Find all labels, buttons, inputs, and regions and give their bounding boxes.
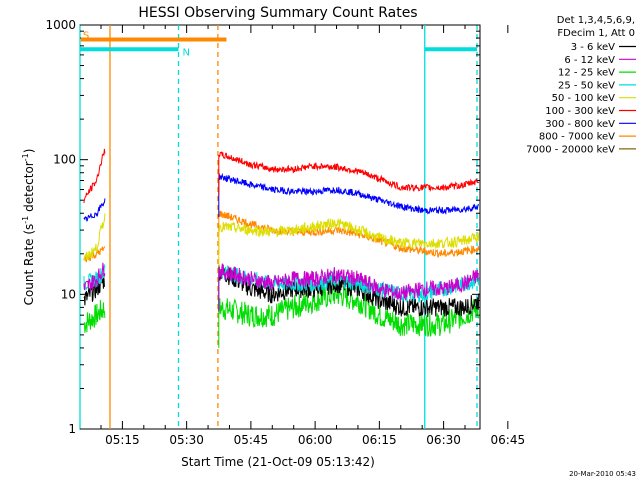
series-line-100-300-kev-pre — [83, 148, 106, 204]
series-line-800-7000-kev-post — [218, 210, 480, 258]
series-line-50-100-kev-post — [218, 218, 480, 267]
axis-ticks: 05:15 05:30 05:45 06:00 06:15 06:30 06:45 1 10 10… — [45, 18, 525, 447]
y-axis-label: Count Rate (s-1 detector-1) — [21, 149, 36, 306]
series-line-300-800-kev-post — [218, 172, 479, 217]
legend-header-2: FDecim 1, Att 0 — [557, 28, 635, 39]
series-line-300-800-kev-pre — [83, 198, 106, 222]
legend-label: 25 - 50 keV — [558, 80, 615, 91]
series-line-50-100-kev-pre — [83, 213, 106, 262]
y-label-sup1: -1 — [21, 216, 30, 224]
series-line-6-12-kev-post — [218, 263, 480, 312]
series-line-25-50-kev-pre — [83, 264, 106, 291]
attenuator-markers: SN — [80, 31, 478, 58]
y-label-mid: detector — [22, 161, 36, 216]
series-line-100-300-kev-post — [218, 151, 480, 195]
legend: Det 1,3,4,5,6,9, FDecim 1, Att 0 3 - 6 k… — [526, 15, 636, 155]
series-line-12-25-kev-post — [218, 283, 480, 348]
x-tick-label: 06:30 — [426, 433, 461, 447]
legend-label: 300 - 800 keV — [545, 119, 615, 130]
marker-label-s: S — [83, 31, 89, 42]
x-tick-label: 05:30 — [169, 433, 204, 447]
legend-label: 50 - 100 keV — [552, 93, 616, 104]
y-label-end: ) — [22, 149, 36, 154]
timestamp: 20-Mar-2010 05:43 — [569, 470, 636, 478]
series-line-6-12-kev-pre — [83, 262, 106, 292]
data-series — [83, 148, 480, 348]
y-tick-label: 1 — [68, 422, 76, 436]
x-tick-label: 05:15 — [105, 433, 140, 447]
y-label-sup2: -1 — [21, 153, 30, 161]
legend-label: 800 - 7000 keV — [539, 132, 615, 143]
y-label-main: Count Rate (s — [22, 224, 36, 306]
legend-label: 6 - 12 keV — [564, 55, 615, 66]
y-tick-label: 10 — [61, 287, 76, 301]
marker-label-n: N — [183, 47, 190, 58]
legend-label: 100 - 300 keV — [545, 106, 615, 117]
y-tick-label: 1000 — [45, 18, 76, 32]
x-axis-label: Start Time (21-Oct-09 05:13:42) — [181, 455, 375, 469]
x-tick-label: 06:15 — [362, 433, 397, 447]
vertical-markers — [79, 25, 478, 429]
series-line-12-25-kev-pre — [83, 299, 106, 333]
legend-header-1: Det 1,3,4,5,6,9, — [557, 15, 635, 26]
x-tick-label: 06:00 — [298, 433, 333, 447]
svg-text:Count Rate (s-1 detector-1): Count Rate (s-1 detector-1) — [21, 149, 36, 306]
plot-frame — [79, 24, 481, 430]
chart-title: HESSI Observing Summary Count Rates — [138, 5, 417, 21]
legend-label: 7000 - 20000 keV — [526, 144, 615, 155]
y-tick-label: 100 — [53, 153, 76, 167]
x-tick-label: 05:45 — [234, 433, 269, 447]
legend-label: 12 - 25 keV — [558, 68, 615, 79]
legend-label: 3 - 6 keV — [571, 42, 615, 53]
x-tick-label: 06:45 — [491, 433, 526, 447]
